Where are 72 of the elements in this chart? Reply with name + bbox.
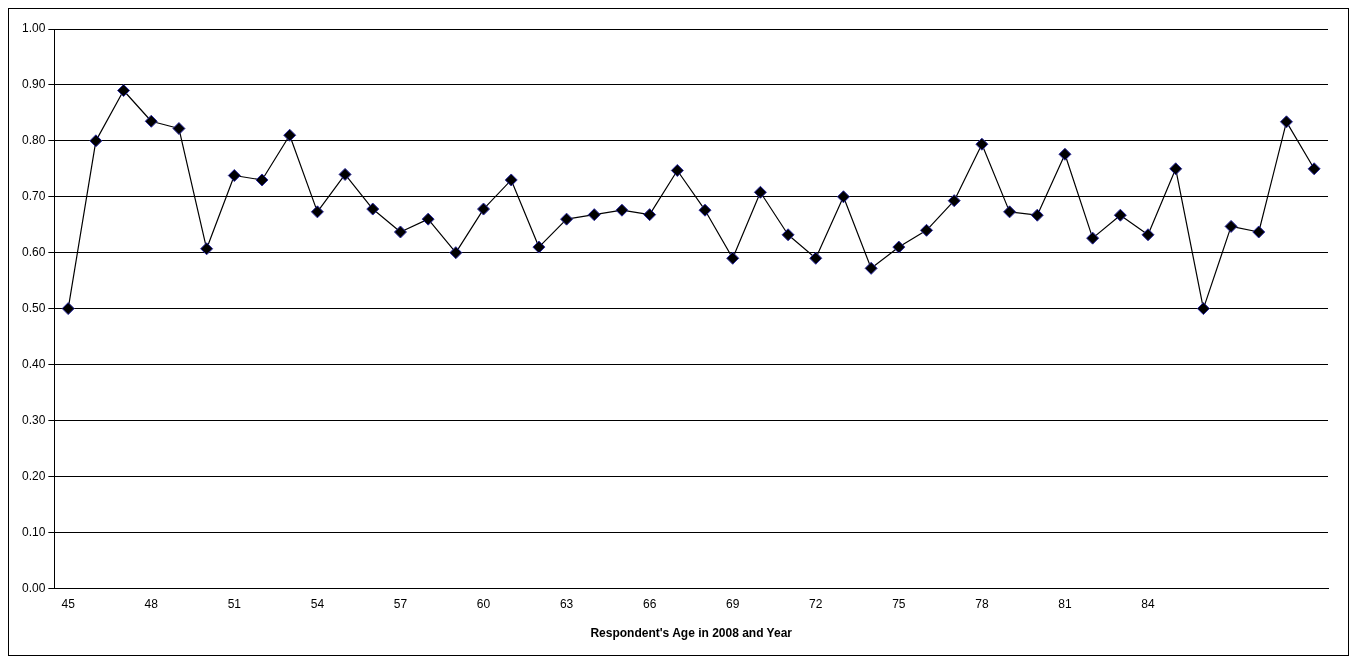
point [1279,115,1293,129]
point [1307,162,1321,176]
x-axis-title: Respondent's Age in 2008 and Year [590,626,793,641]
x-tick-label: 69 [726,596,740,611]
point [532,240,546,254]
x-tick-label: 75 [892,596,906,611]
point [1030,208,1044,222]
y-tick-label: 1.00 [22,21,46,36]
point [1252,225,1266,239]
point [615,203,629,217]
point [393,225,407,239]
point [1196,302,1210,316]
point [643,208,657,222]
point [1169,162,1183,176]
point [587,208,601,222]
x-tick-label: 45 [61,596,76,611]
point [338,167,352,181]
y-tick-label: 0.30 [22,412,46,427]
point [310,205,324,219]
point [1003,205,1017,219]
point [449,246,463,260]
point [1058,147,1072,161]
x-tick-label: 48 [144,596,159,611]
point [920,223,934,237]
y-tick-label: 0.40 [22,356,46,371]
x-tick-label: 51 [227,596,242,611]
x-tick-label: 81 [1058,596,1072,611]
y-tick-label: 0.90 [22,77,46,92]
point [836,190,850,204]
point [477,202,491,216]
y-tick-label: 0.80 [22,133,46,148]
point [560,212,574,226]
point [89,134,103,148]
point [864,261,878,275]
point [283,128,297,142]
x-tick-label: 72 [809,596,823,611]
y-tick-label: 0.60 [22,244,46,259]
point [61,302,75,316]
x-tick-label: 60 [476,596,491,611]
x-tick-label: 66 [642,596,657,611]
point [255,173,269,187]
y-tick-label: 0.10 [22,524,46,539]
point [1141,228,1155,242]
point [172,122,186,136]
point [504,173,518,187]
x-tick-label: 63 [559,596,574,611]
point [421,212,435,226]
point [726,251,740,265]
point [227,169,241,183]
point [753,185,767,199]
point [1113,208,1127,222]
point [1224,219,1238,233]
y-tick-label: 0.50 [22,300,46,315]
point [809,251,823,265]
point [117,84,131,98]
point [366,202,380,216]
y-tick-label: 0.70 [22,189,46,204]
point [892,240,906,254]
point [975,137,989,151]
point [781,228,795,242]
y-tick-label: 0.20 [22,468,46,483]
point [1086,231,1100,245]
x-tick-label: 78 [975,596,989,611]
point [947,194,961,208]
point [698,203,712,217]
point [144,114,158,128]
point [670,163,684,177]
x-tick-label: 57 [393,596,408,611]
x-tick-label: 84 [1141,596,1156,611]
x-tick-label: 54 [310,596,325,611]
point [200,242,214,256]
y-tick-label: 0.00 [22,580,46,595]
